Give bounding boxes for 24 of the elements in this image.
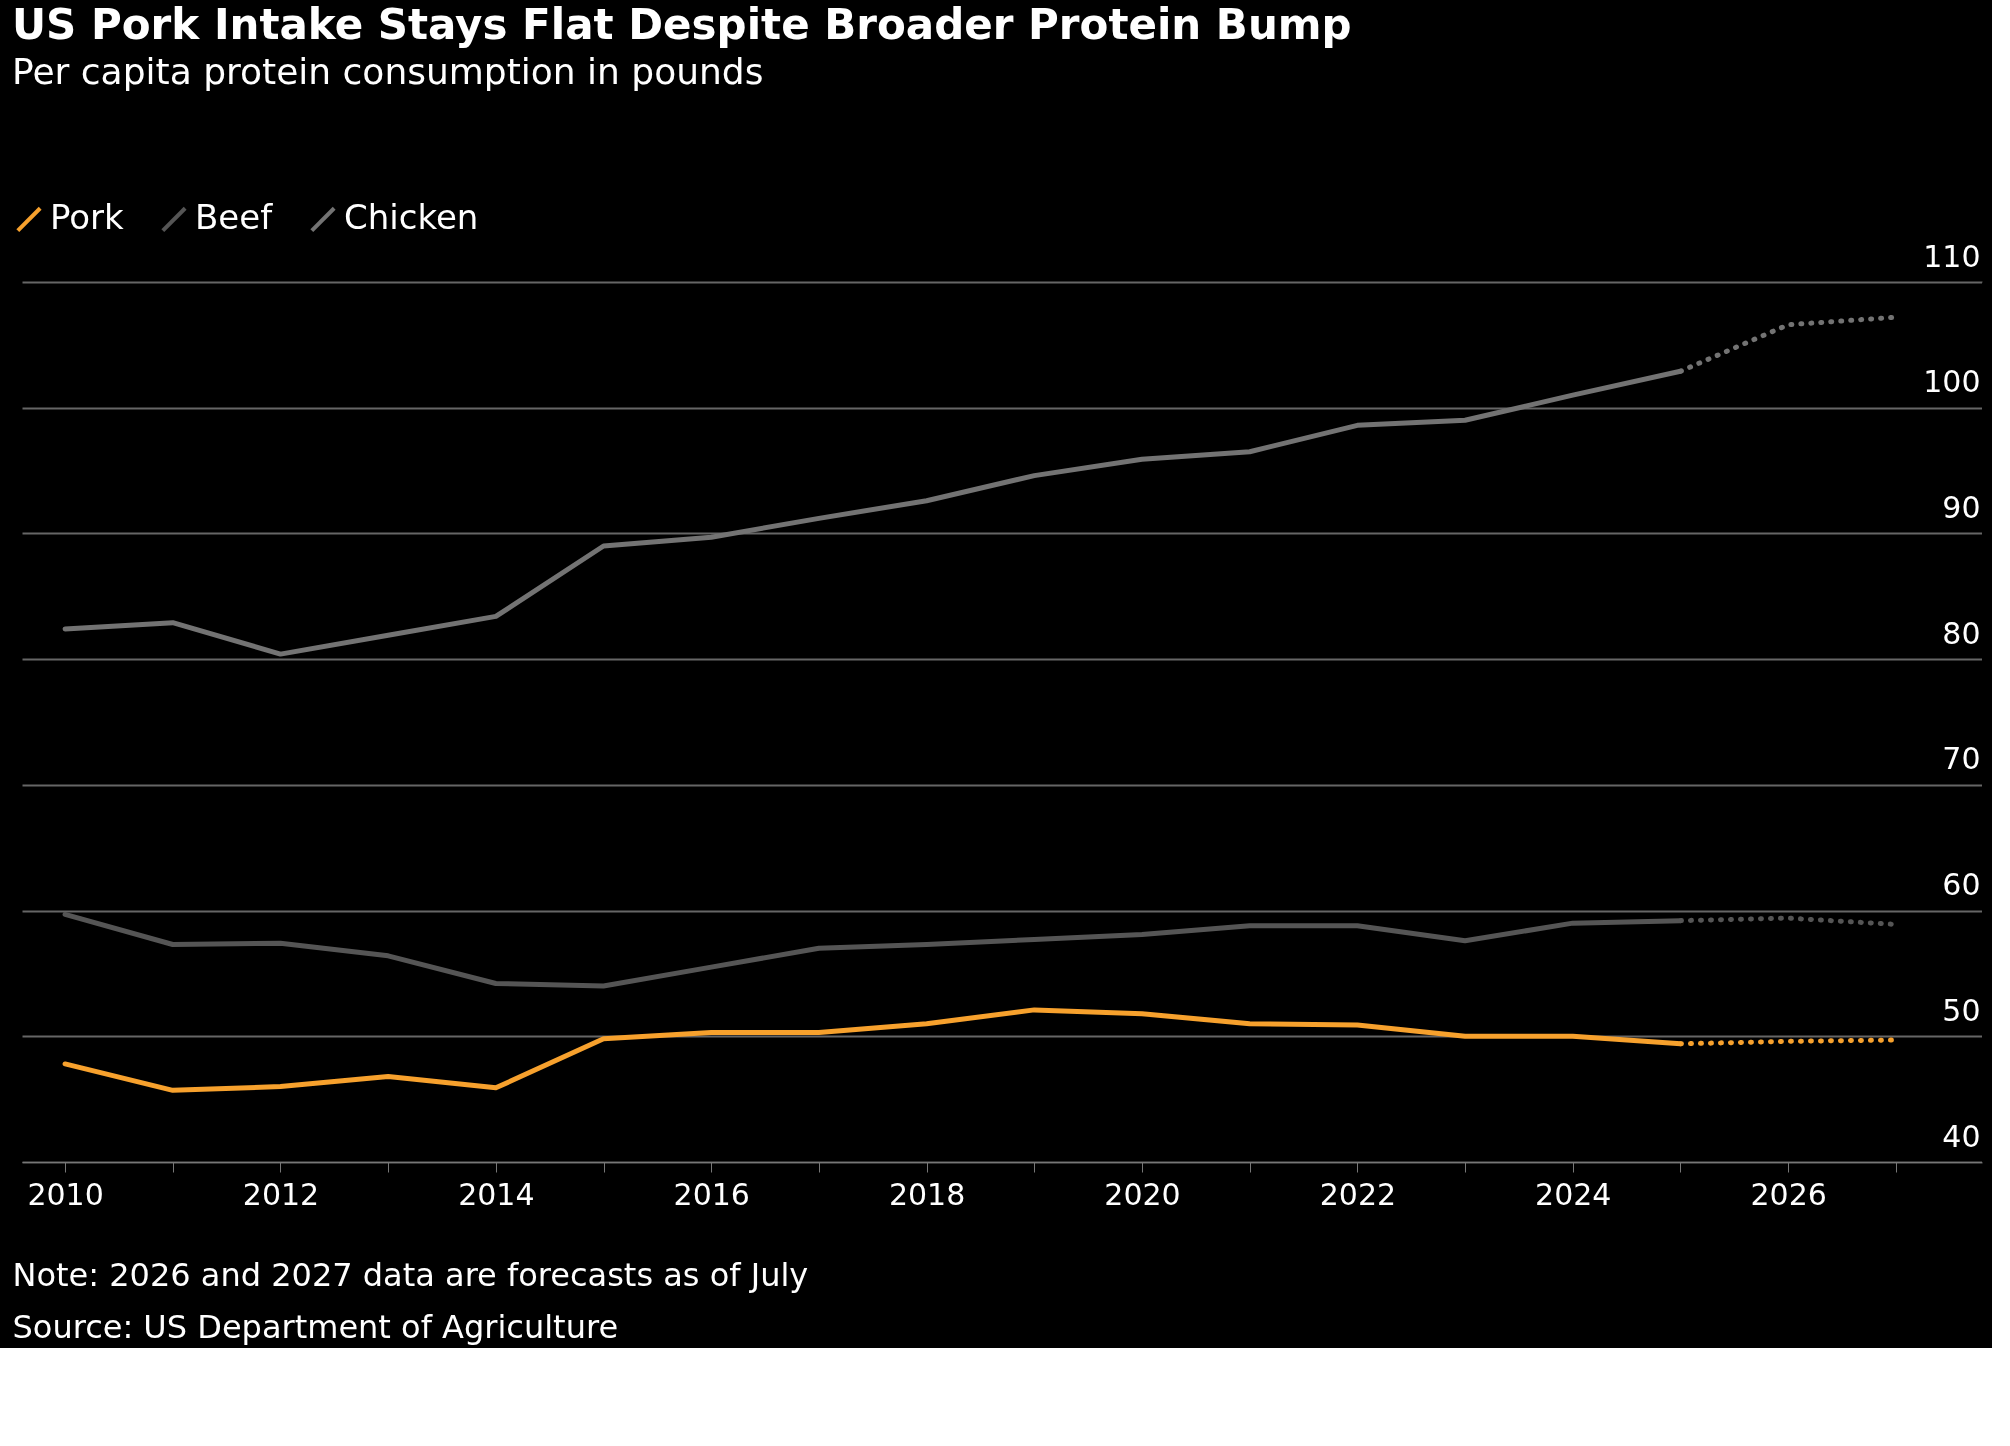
x-tick-label: 2022 (1319, 1176, 1397, 1212)
x-tick-label: 2012 (242, 1176, 320, 1212)
x-tick-label: 2026 (1750, 1176, 1827, 1212)
x-tick-label: 2014 (458, 1176, 535, 1212)
y-tick-label: 90 (1942, 489, 1981, 525)
y-tick-label: 70 (1942, 741, 1981, 777)
legend-label: Beef (195, 197, 274, 238)
text: Note: 2026 and 2027 data are forecasts as of July (12, 1255, 809, 1294)
x-tick-label: 2016 (673, 1176, 750, 1212)
y-tick-label: 50 (1942, 992, 1981, 1028)
y-tick-label: 40 (1942, 1118, 1981, 1154)
x-tick-label: 2020 (1104, 1176, 1181, 1212)
y-tick-label: 60 (1942, 867, 1981, 903)
y-tick-label: 100 (1923, 364, 1981, 400)
x-tick-label: 2024 (1535, 1176, 1612, 1212)
y-tick-label: 110 (1923, 238, 1981, 274)
legend-label: Chicken (344, 197, 479, 238)
legend-label: Pork (50, 197, 125, 238)
x-tick-label: 2010 (27, 1176, 104, 1212)
chart-subtitle: Per capita protein consumption in pounds (12, 51, 764, 92)
source-note: Source: US Department of Agriculture (12, 1307, 619, 1346)
x-tick-label: 2018 (888, 1176, 966, 1212)
y-tick-label: 80 (1942, 615, 1981, 651)
chart-title: US Pork Intake Stays Flat Despite Broader Protein Bump (12, 0, 1352, 49)
